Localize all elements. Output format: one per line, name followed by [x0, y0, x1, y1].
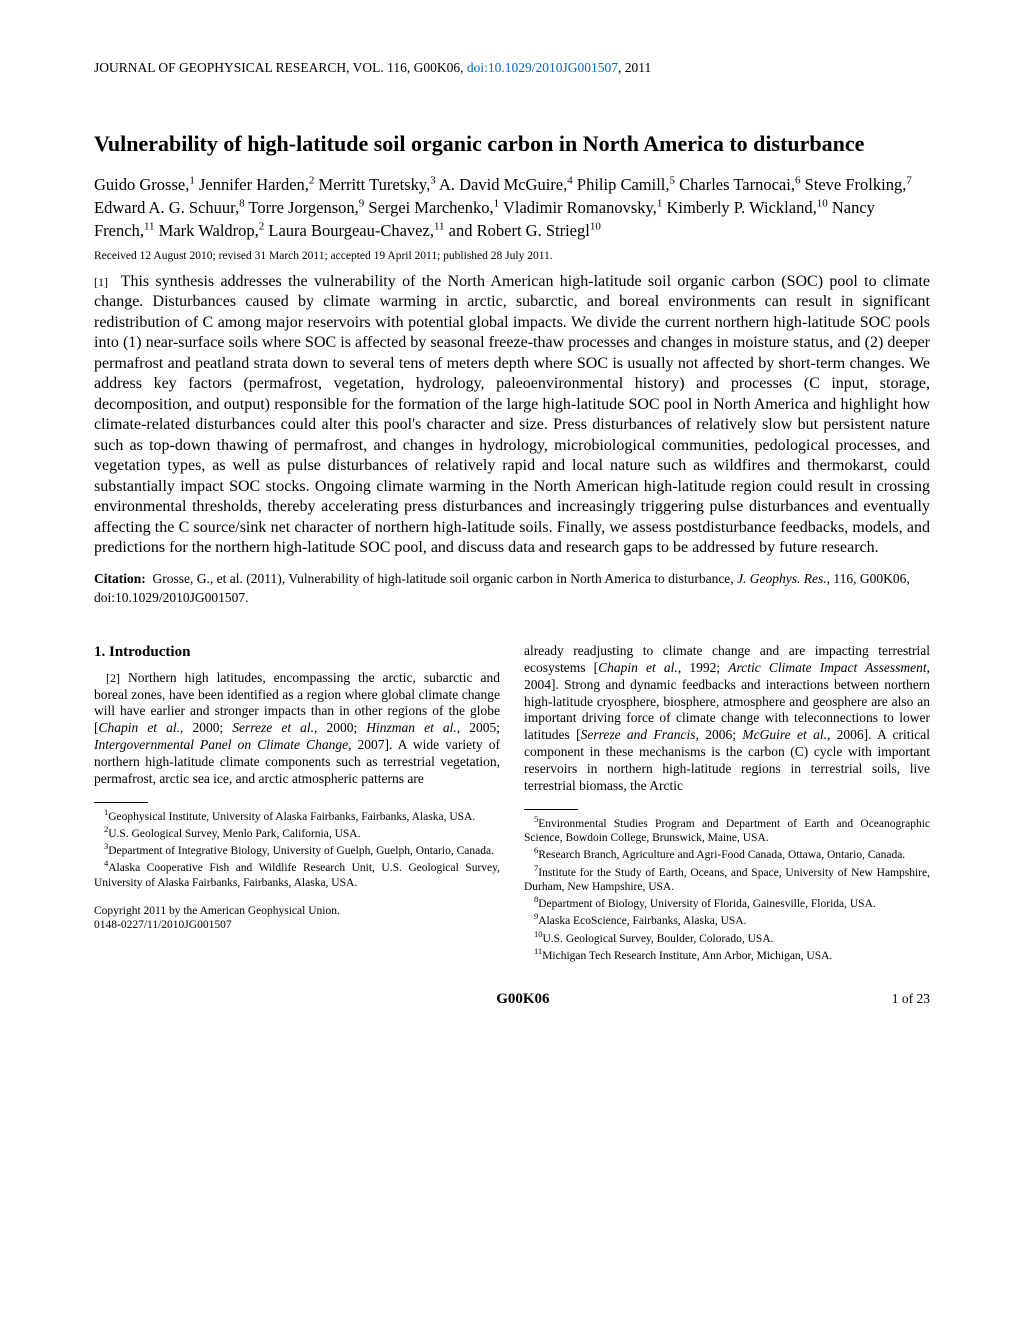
affiliation: 10U.S. Geological Survey, Boulder, Color…	[524, 929, 930, 946]
copyright-line2: 0148-0227/11/2010JG001507	[94, 918, 500, 932]
abstract-text: This synthesis addresses the vulnerabili…	[94, 273, 930, 556]
affiliation: 11Michigan Tech Research Institute, Ann …	[524, 946, 930, 963]
citation-text: Grosse, G., et al. (2011), Vulnerability…	[153, 571, 734, 586]
section-title: 1. Introduction	[94, 643, 500, 662]
right-column: already readjusting to climate change an…	[524, 643, 930, 963]
affiliation: 7Institute for the Study of Earth, Ocean…	[524, 863, 930, 895]
doi-link[interactable]: doi:10.1029/2010JG001507	[467, 60, 618, 75]
page-number: 1 of 23	[892, 991, 930, 1007]
citation-journal: J. Geophys. Res.	[737, 571, 827, 586]
body-columns: 1. Introduction [2] Northern high latitu…	[94, 643, 930, 963]
journal-header: JOURNAL OF GEOPHYSICAL RESEARCH, VOL. 11…	[94, 60, 930, 76]
article-title: Vulnerability of high-latitude soil orga…	[94, 130, 930, 159]
abstract: [1] This synthesis addresses the vulnera…	[94, 272, 930, 559]
abstract-paragraph-number: [1]	[94, 275, 108, 289]
affiliations-right: 5Environmental Studies Program and Depar…	[524, 814, 930, 963]
affiliation: 3Department of Integrative Biology, Univ…	[94, 841, 500, 858]
affiliation-rule	[94, 802, 148, 803]
affiliation: 2U.S. Geological Survey, Menlo Park, Cal…	[94, 824, 500, 841]
affiliation: 8Department of Biology, University of Fl…	[524, 894, 930, 911]
page-footer: G00K06 1 of 23	[94, 991, 930, 1008]
copyright: Copyright 2011 by the American Geophysic…	[94, 904, 500, 933]
affiliation: 1Geophysical Institute, University of Al…	[94, 807, 500, 824]
page-id: G00K06	[496, 991, 549, 1008]
copyright-line1: Copyright 2011 by the American Geophysic…	[94, 904, 500, 918]
author-list: Guido Grosse,1 Jennifer Harden,2 Merritt…	[94, 173, 930, 242]
affiliation-rule-right	[524, 809, 578, 810]
journal-header-prefix: JOURNAL OF GEOPHYSICAL RESEARCH, VOL. 11…	[94, 60, 467, 75]
intro-left-text: Northern high latitudes, encompassing th…	[94, 670, 500, 786]
journal-header-suffix: , 2011	[618, 60, 651, 75]
intro-paragraph-number: [2]	[106, 671, 120, 685]
citation: Citation: Grosse, G., et al. (2011), Vul…	[94, 570, 930, 606]
intro-paragraph-left: [2] Northern high latitudes, encompassin…	[94, 670, 500, 788]
affiliation: 5Environmental Studies Program and Depar…	[524, 814, 930, 846]
received-dates: Received 12 August 2010; revised 31 Marc…	[94, 250, 930, 262]
affiliation: 6Research Branch, Agriculture and Agri-F…	[524, 845, 930, 862]
citation-label: Citation:	[94, 571, 146, 586]
affiliations-left: 1Geophysical Institute, University of Al…	[94, 807, 500, 890]
affiliation: 4Alaska Cooperative Fish and Wildlife Re…	[94, 858, 500, 890]
affiliation: 9Alaska EcoScience, Fairbanks, Alaska, U…	[524, 911, 930, 928]
left-column: 1. Introduction [2] Northern high latitu…	[94, 643, 500, 963]
intro-paragraph-right: already readjusting to climate change an…	[524, 643, 930, 795]
